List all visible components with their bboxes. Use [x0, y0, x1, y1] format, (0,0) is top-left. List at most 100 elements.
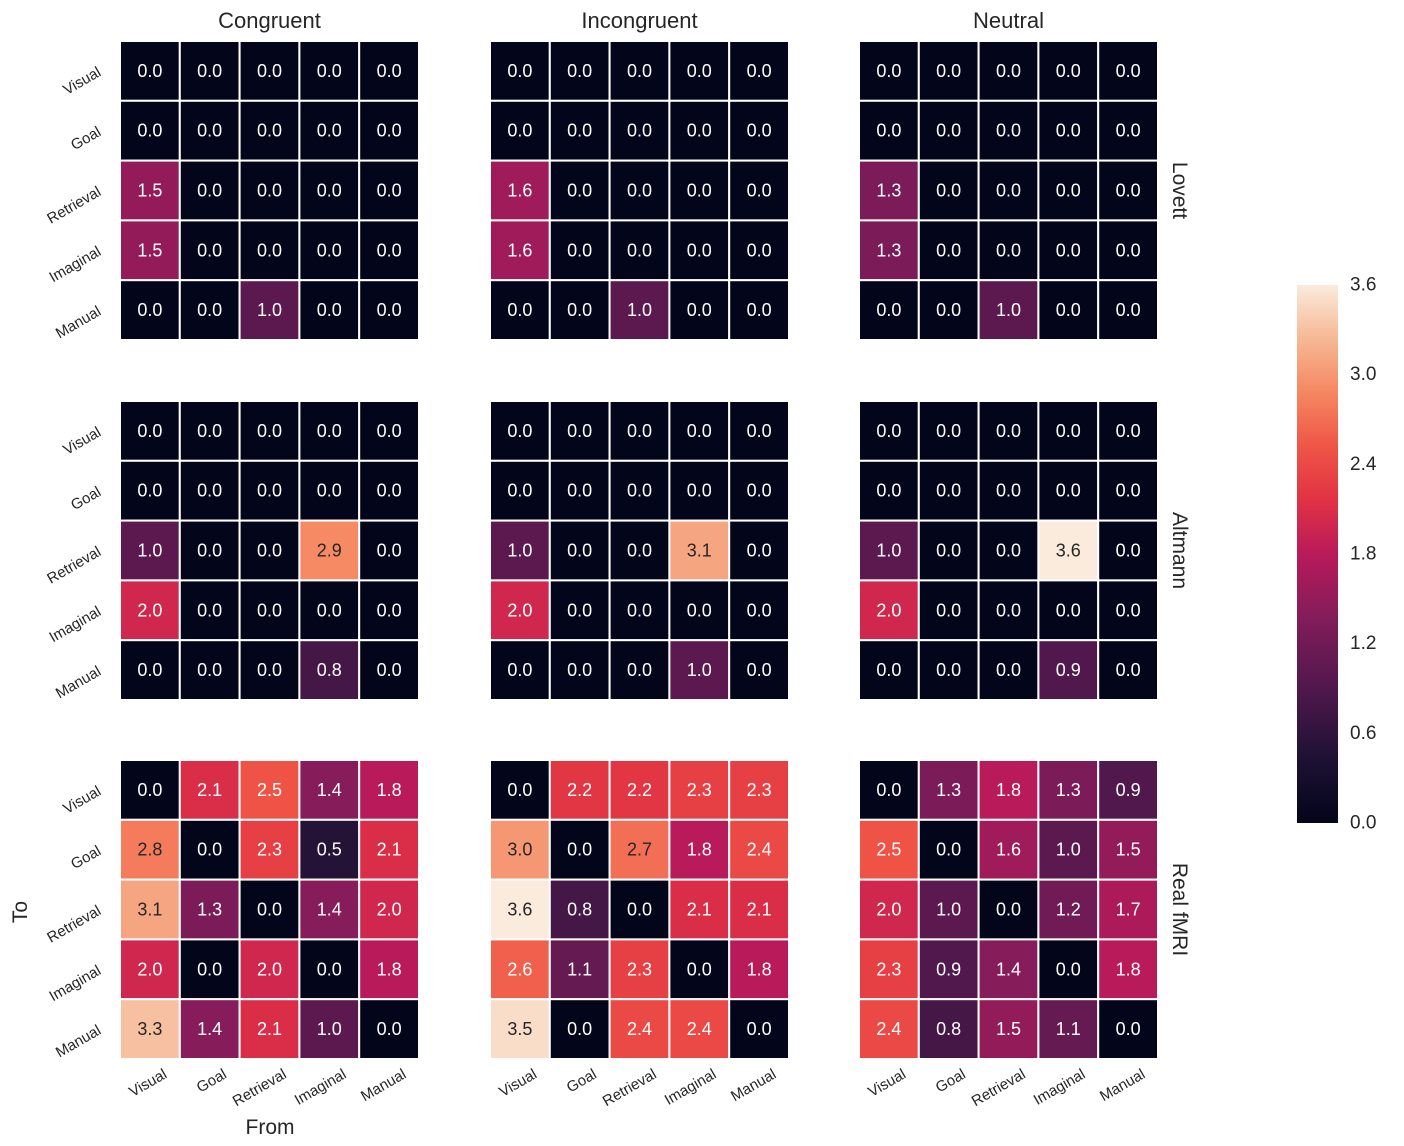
cell-value-label: 2.3 — [687, 780, 712, 800]
cell-value-label: 0.0 — [936, 421, 961, 441]
cell-value-label: 0.0 — [567, 61, 592, 81]
column-title-congruent: Congruent — [218, 8, 321, 33]
cell-value-label: 1.6 — [507, 181, 532, 201]
cell-value-label: 0.0 — [507, 300, 532, 320]
cell-value-label: 1.0 — [687, 660, 712, 680]
cell-value-label: 1.3 — [936, 780, 961, 800]
cell-value-label: 0.0 — [257, 181, 282, 201]
heatmap-cell — [668, 40, 731, 102]
cell-value-label: 2.0 — [507, 600, 532, 620]
cell-value-label: 1.8 — [747, 959, 772, 979]
heatmap-cell — [178, 279, 241, 342]
heatmap-cell — [1037, 279, 1100, 342]
x-axis-label: From — [246, 1116, 295, 1139]
cell-value-label: 0.0 — [747, 541, 772, 561]
heatmap-cell — [977, 818, 1040, 881]
cell-value-label: 0.0 — [687, 240, 712, 260]
heatmap-cell — [728, 579, 791, 642]
cell-value-label: 0.0 — [137, 300, 162, 320]
cell-value-label: 2.4 — [687, 1019, 712, 1039]
cell-value-label: 1.0 — [507, 541, 532, 561]
cell-value-label: 2.3 — [747, 780, 772, 800]
cell-value-label: 0.0 — [567, 600, 592, 620]
cell-value-label: 1.3 — [197, 900, 222, 920]
cell-value-label: 0.0 — [377, 660, 402, 680]
cell-value-label: 1.8 — [377, 780, 402, 800]
cell-value-label: 1.8 — [996, 780, 1021, 800]
heatmap-cell — [119, 639, 181, 702]
cell-value-label: 0.0 — [507, 481, 532, 501]
heatmap-cell — [977, 998, 1040, 1061]
cell-value-label: 0.0 — [507, 61, 532, 81]
cell-value-label: 0.0 — [876, 780, 901, 800]
cell-value-label: 0.0 — [747, 660, 772, 680]
cell-value-label: 0.0 — [936, 240, 961, 260]
cell-value-label: 0.8 — [936, 1019, 961, 1039]
heatmap-cell — [119, 219, 181, 282]
heatmap-cell — [238, 400, 301, 462]
heatmap-cell — [358, 99, 421, 162]
x-tick-label: Retrieval — [230, 1066, 290, 1110]
x-tick-label: Manual — [358, 1066, 409, 1105]
cell-value-label: 0.0 — [876, 660, 901, 680]
cell-value-label: 3.5 — [507, 1019, 532, 1039]
cell-value-label: 1.0 — [137, 541, 162, 561]
cell-value-label: 1.4 — [317, 780, 342, 800]
heatmap-cell — [917, 818, 980, 881]
cell-value-label: 0.0 — [996, 121, 1021, 141]
cell-value-label: 0.0 — [377, 421, 402, 441]
heatmap-cell — [917, 400, 980, 462]
colorbar-gradient — [1297, 285, 1338, 823]
heatmap-cell — [917, 219, 980, 282]
y-tick-label: Retrieval — [44, 183, 104, 227]
y-tick-label: Retrieval — [44, 543, 104, 587]
cell-value-label: 0.0 — [687, 481, 712, 501]
heatmap-cell — [178, 159, 241, 222]
heatmap-cell — [728, 519, 791, 582]
cell-value-label: 0.0 — [936, 600, 961, 620]
heatmap-cell — [1037, 219, 1100, 282]
cell-value-label: 1.4 — [317, 900, 342, 920]
heatmap-cell — [1037, 99, 1100, 162]
cell-value-label: 0.0 — [936, 181, 961, 201]
heatmap-cell — [238, 998, 301, 1061]
heatmap-cell — [358, 998, 421, 1061]
heatmap-cell — [728, 400, 791, 462]
cell-value-label: 1.0 — [996, 300, 1021, 320]
cell-value-label: 2.8 — [137, 840, 162, 860]
cell-value-label: 0.0 — [936, 541, 961, 561]
y-tick-label: Visual — [60, 783, 104, 818]
heatmap-cell — [358, 639, 421, 702]
cell-value-label: 0.0 — [377, 600, 402, 620]
heatmap-cell — [1097, 219, 1159, 282]
cell-value-label: 0.0 — [747, 600, 772, 620]
heatmap-cell — [977, 219, 1040, 282]
cell-value-label: 0.0 — [567, 541, 592, 561]
x-tick-label: Goal — [933, 1066, 969, 1097]
cell-value-label: 2.0 — [876, 900, 901, 920]
cell-value-label: 0.0 — [137, 121, 162, 141]
heatmap-cell — [489, 279, 551, 342]
cell-value-label: 1.8 — [687, 840, 712, 860]
cell-value-label: 0.0 — [1116, 600, 1141, 620]
cell-value-label: 0.0 — [377, 541, 402, 561]
cell-value-label: 0.0 — [317, 61, 342, 81]
cell-value-label: 0.0 — [747, 121, 772, 141]
cell-value-label: 2.0 — [876, 600, 901, 620]
heatmap-cell — [858, 219, 920, 282]
cell-value-label: 0.0 — [197, 181, 222, 201]
heatmap-cell — [548, 519, 611, 582]
cell-value-label: 0.0 — [747, 481, 772, 501]
cell-value-label: 0.0 — [507, 121, 532, 141]
heatmap-cell — [298, 400, 361, 462]
cell-value-label: 0.0 — [197, 660, 222, 680]
cell-value-label: 1.3 — [876, 240, 901, 260]
cell-value-label: 1.6 — [996, 840, 1021, 860]
cell-value-label: 0.8 — [567, 900, 592, 920]
cell-value-label: 0.0 — [377, 1019, 402, 1039]
heatmap-cell — [1097, 998, 1159, 1061]
cell-value-label: 0.0 — [197, 959, 222, 979]
row-title-lovett: Lovett — [1168, 162, 1191, 219]
cell-value-label: 0.0 — [627, 121, 652, 141]
cell-value-label: 1.8 — [1116, 959, 1141, 979]
